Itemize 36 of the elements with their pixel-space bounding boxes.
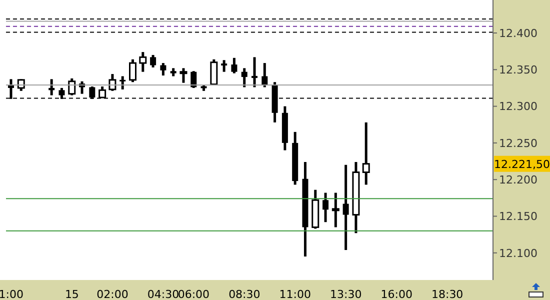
y-tick-label: 12.150 bbox=[499, 210, 538, 224]
candlestick bbox=[210, 58, 218, 86]
candlestick bbox=[362, 121, 370, 186]
y-tick-label: 12.400 bbox=[499, 26, 538, 40]
candlestick bbox=[68, 77, 76, 97]
candlestick bbox=[250, 56, 258, 88]
x-tick-label: 15 bbox=[64, 288, 79, 300]
x-tick-label: 13:30 bbox=[330, 288, 362, 300]
text: 12.221,50 bbox=[494, 158, 550, 171]
x-tick-label: 18:30 bbox=[431, 288, 464, 300]
candlestick bbox=[150, 54, 156, 69]
x-tick-label: 06:00 bbox=[178, 288, 210, 300]
y-tick-label: 12.350 bbox=[499, 64, 538, 77]
x-tick-label: 04:30 bbox=[147, 288, 180, 300]
x-tick-label: 1:00 bbox=[0, 288, 24, 300]
candlestick bbox=[190, 70, 197, 90]
x-tick-label: 11:00 bbox=[279, 288, 312, 300]
candlestick bbox=[262, 62, 268, 88]
candlestick bbox=[129, 58, 136, 84]
y-tick-label: 12.250 bbox=[499, 136, 538, 150]
candlestick bbox=[231, 56, 238, 75]
candlestick bbox=[108, 72, 116, 92]
candlestick bbox=[180, 66, 188, 84]
candlestick bbox=[342, 164, 349, 252]
candlestick bbox=[48, 78, 55, 97]
y-tick-label: 12.300 bbox=[499, 100, 538, 114]
candlestick bbox=[241, 66, 248, 88]
x-tick-label: 08:30 bbox=[228, 288, 260, 300]
x-tick-label: 16:00 bbox=[380, 288, 412, 300]
x-tick-label: 02:00 bbox=[96, 288, 128, 300]
candlestick bbox=[139, 50, 147, 74]
y-tick-label: 12.100 bbox=[499, 246, 538, 260]
candlestick bbox=[160, 62, 166, 77]
y-tick-label: 12.200 bbox=[499, 173, 538, 186]
candlestick bbox=[332, 192, 340, 228]
candlestick bbox=[322, 192, 329, 224]
